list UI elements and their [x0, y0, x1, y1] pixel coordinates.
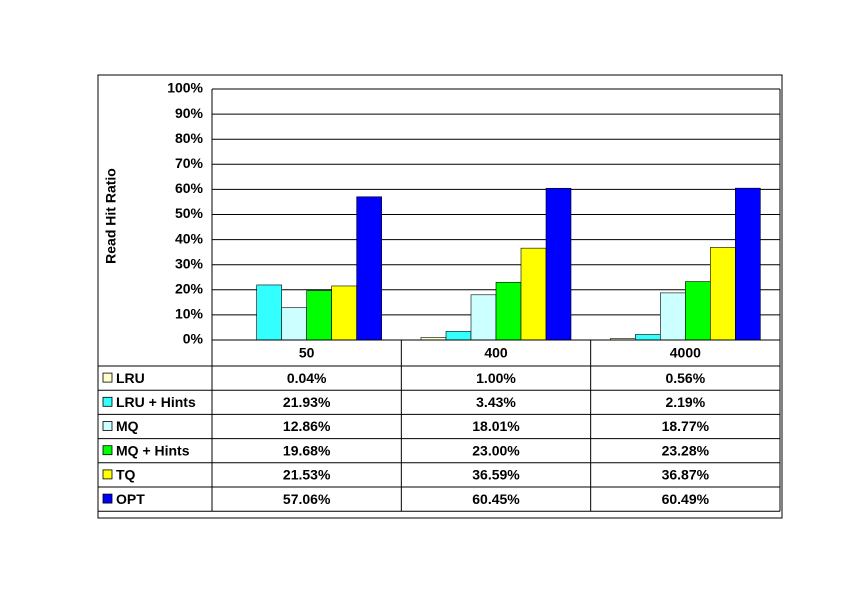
- legend-label: TQ: [116, 467, 136, 483]
- table-value: 1.00%: [476, 370, 516, 386]
- legend-swatch: [103, 422, 112, 431]
- bar: [471, 295, 496, 340]
- legend-swatch: [103, 397, 112, 406]
- table-value: 36.87%: [662, 467, 710, 483]
- bar: [546, 188, 571, 340]
- bar: [332, 286, 357, 340]
- bar: [710, 247, 735, 340]
- legend-swatch: [103, 373, 112, 382]
- bar: [635, 335, 660, 340]
- y-axis-label: Read Hit Ratio: [103, 168, 119, 264]
- y-tick-label: 30%: [175, 255, 204, 271]
- y-tick-label: 100%: [167, 80, 203, 96]
- table-value: 12.86%: [283, 418, 331, 434]
- legend-label: MQ: [116, 418, 139, 434]
- table-value: 23.00%: [472, 442, 520, 458]
- table-value: 21.93%: [283, 394, 331, 410]
- bar: [282, 308, 307, 340]
- table-value: 3.43%: [476, 394, 516, 410]
- legend-swatch: [103, 446, 112, 455]
- legend-swatch: [103, 494, 112, 503]
- y-tick-label: 0%: [183, 331, 204, 347]
- bar: [257, 285, 282, 340]
- table-value: 21.53%: [283, 467, 331, 483]
- table-value: 18.77%: [662, 418, 710, 434]
- bar: [735, 188, 760, 340]
- table-value: 60.49%: [662, 491, 710, 507]
- bar: [685, 282, 710, 340]
- x-tick-label: 50: [299, 345, 315, 361]
- bar: [307, 291, 332, 340]
- y-tick-label: 70%: [175, 155, 204, 171]
- table-value: 18.01%: [472, 418, 520, 434]
- table-value: 2.19%: [665, 394, 705, 410]
- table-value: 36.59%: [472, 467, 520, 483]
- legend-label: LRU + Hints: [116, 394, 196, 410]
- legend-label: OPT: [116, 491, 145, 507]
- bar: [446, 331, 471, 340]
- bar: [357, 197, 382, 340]
- table-value: 19.68%: [283, 442, 331, 458]
- table-value: 0.56%: [665, 370, 705, 386]
- table-value: 0.04%: [287, 370, 327, 386]
- bar: [660, 293, 685, 340]
- x-tick-label: 400: [484, 345, 508, 361]
- legend-swatch: [103, 470, 112, 479]
- legend-label: MQ + Hints: [116, 442, 190, 458]
- table-value: 57.06%: [283, 491, 331, 507]
- y-tick-label: 60%: [175, 180, 204, 196]
- y-tick-label: 40%: [175, 230, 204, 246]
- table-value: 23.28%: [662, 442, 710, 458]
- y-tick-label: 50%: [175, 205, 204, 221]
- y-tick-label: 20%: [175, 281, 204, 297]
- bar: [521, 248, 546, 340]
- table-value: 60.45%: [472, 491, 520, 507]
- x-tick-label: 4000: [670, 345, 701, 361]
- legend-label: LRU: [116, 370, 145, 386]
- y-tick-label: 90%: [175, 105, 204, 121]
- y-tick-label: 80%: [175, 130, 204, 146]
- bar: [496, 282, 521, 340]
- y-tick-label: 10%: [175, 306, 204, 322]
